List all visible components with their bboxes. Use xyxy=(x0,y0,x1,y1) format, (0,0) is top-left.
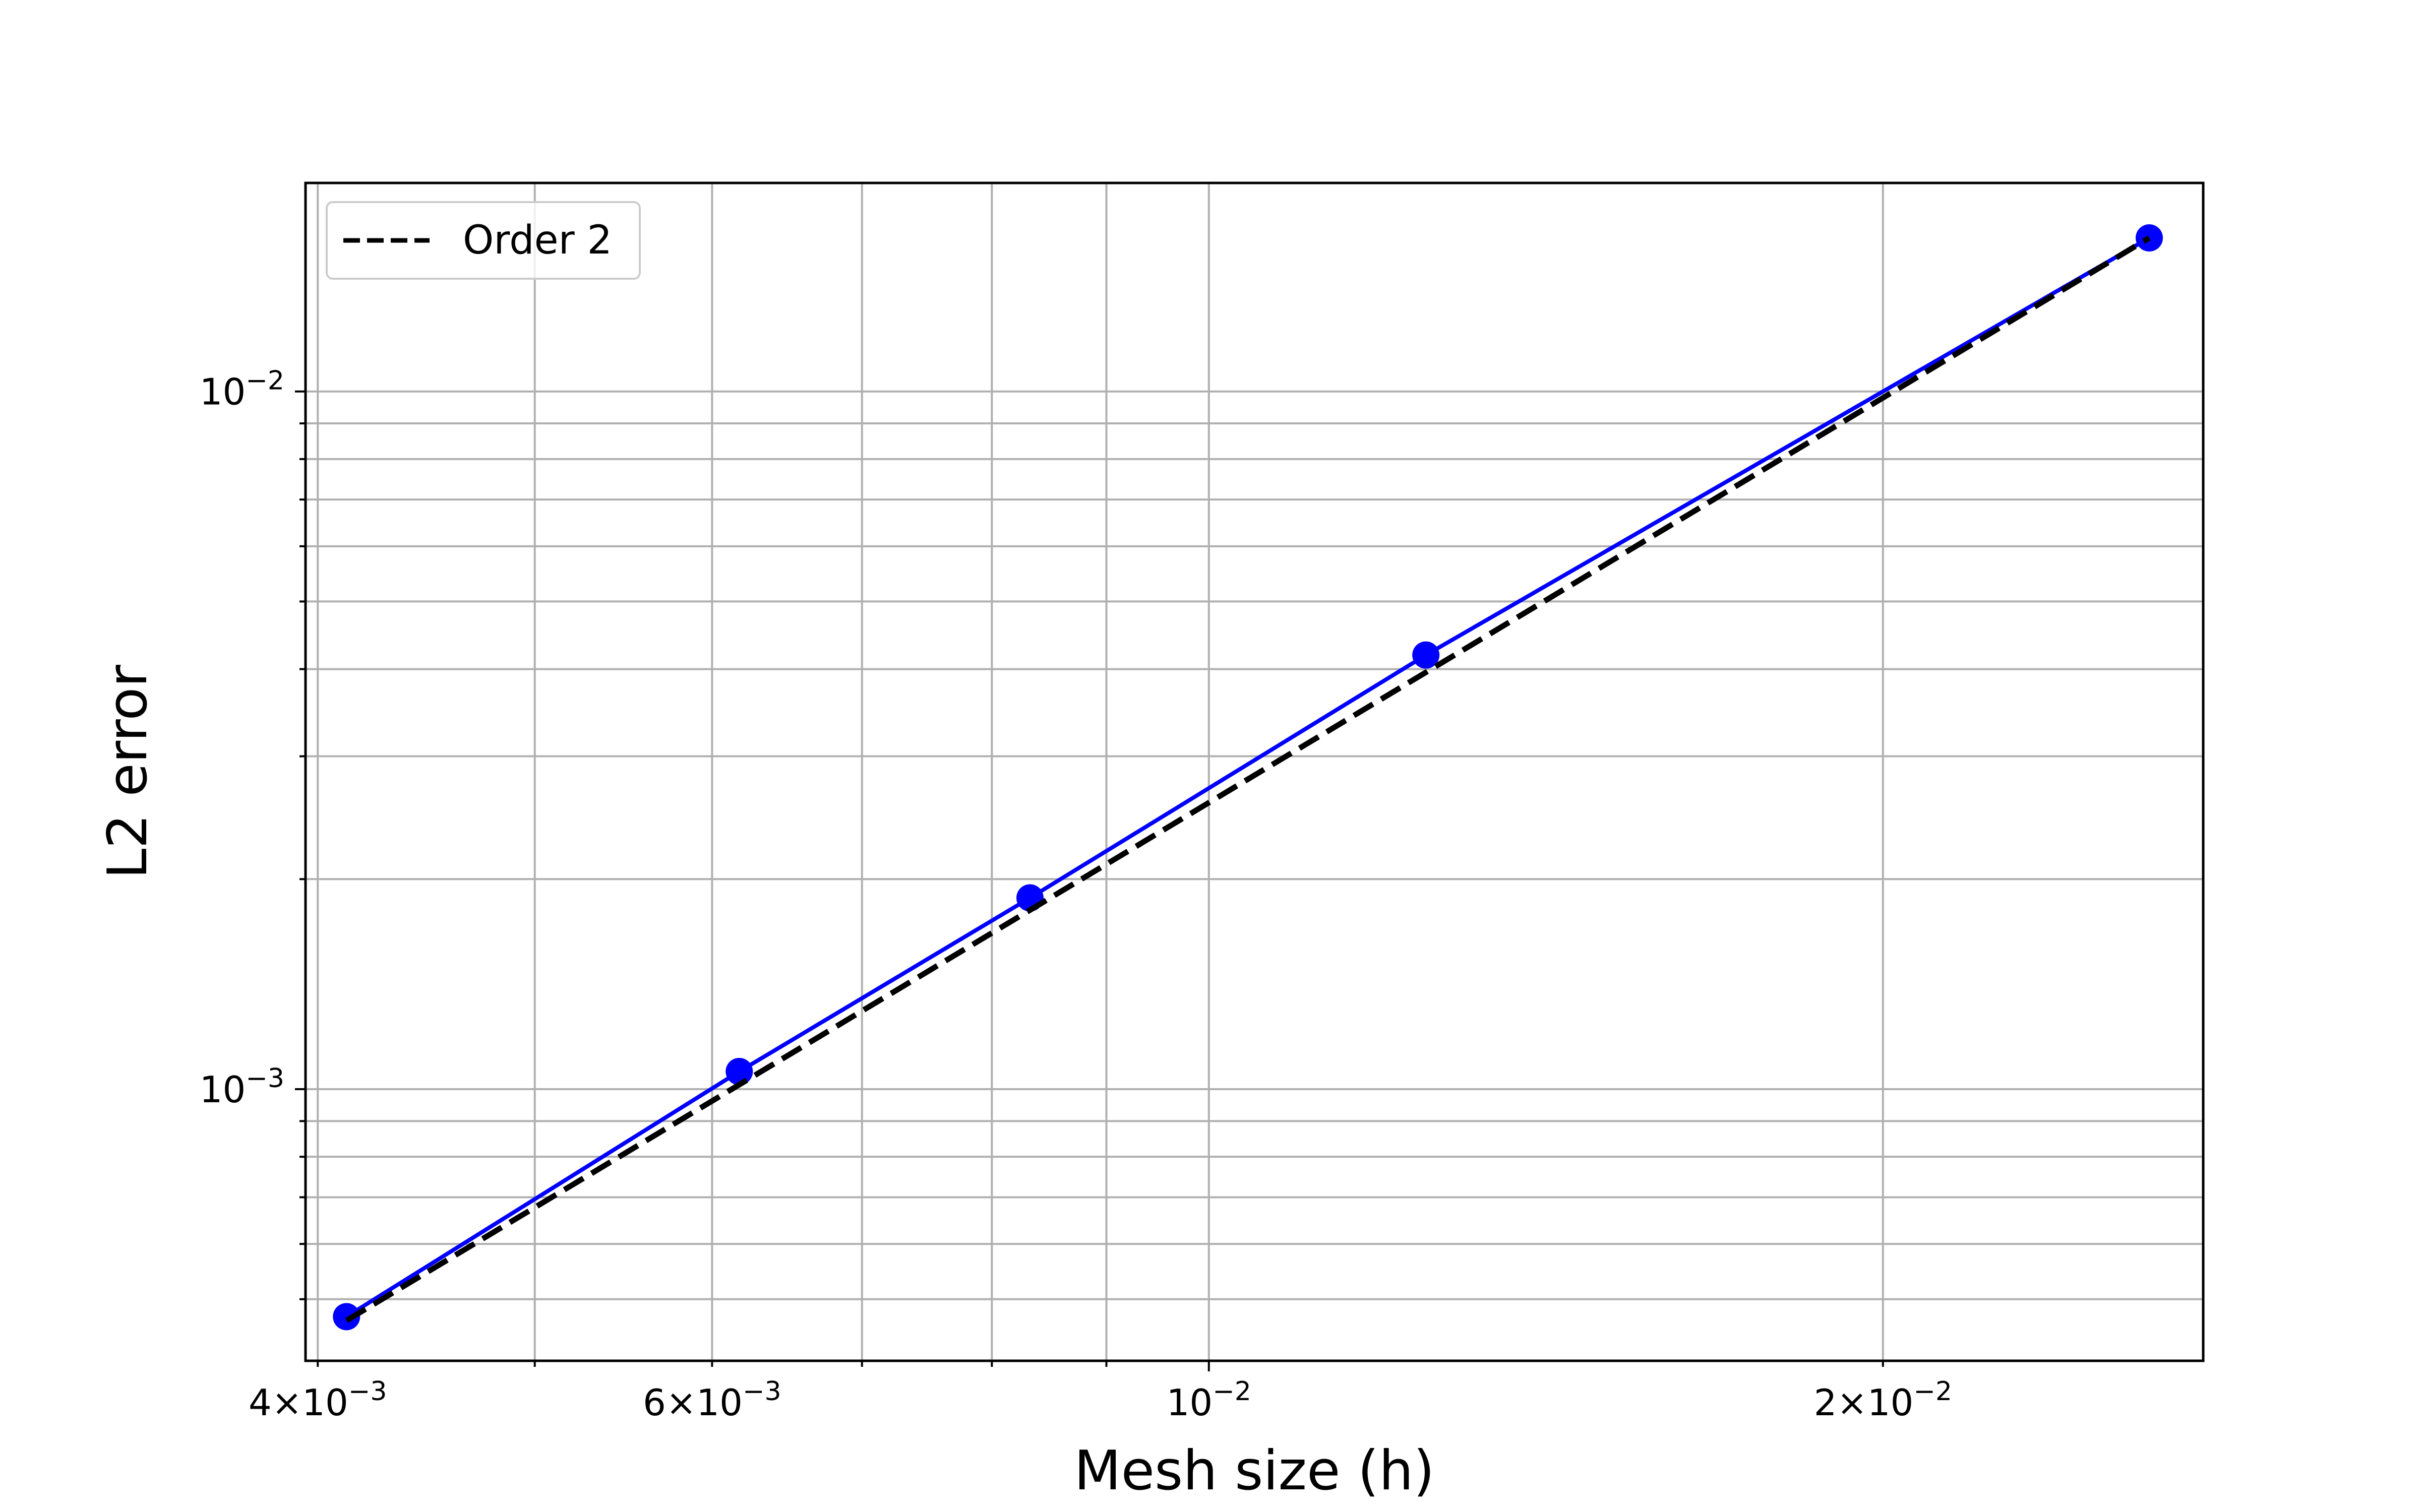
legend-box xyxy=(326,201,641,280)
y-tick-label: 10−3 xyxy=(200,1063,284,1111)
data-point xyxy=(1412,641,1440,669)
x-tick-label: 4×10−3 xyxy=(249,1376,387,1424)
series-layer xyxy=(333,224,2163,1331)
y-axis-title: L2 error xyxy=(96,665,159,879)
series-order-2-line xyxy=(345,235,2151,1323)
x-tick-label: 6×10−3 xyxy=(643,1376,781,1424)
legend-label-order-2: Order 2 xyxy=(463,218,612,263)
data-point xyxy=(725,1057,753,1085)
data-point xyxy=(2136,224,2163,252)
tick-layer: 4×10−3 6×10−3 10−2 2×10−2 10−3 10−2 xyxy=(200,366,1952,1424)
y-tick-label: 10−2 xyxy=(200,366,284,413)
legend: Order 2 xyxy=(326,201,641,280)
x-axis-title: Mesh size (h) xyxy=(1074,1439,1434,1502)
data-point xyxy=(333,1303,360,1331)
grid-layer xyxy=(306,183,2203,1361)
x-tick-label: 2×10−2 xyxy=(1814,1376,1952,1424)
x-tick-label: 10−2 xyxy=(1167,1376,1251,1424)
plot-frame xyxy=(304,181,2205,1362)
